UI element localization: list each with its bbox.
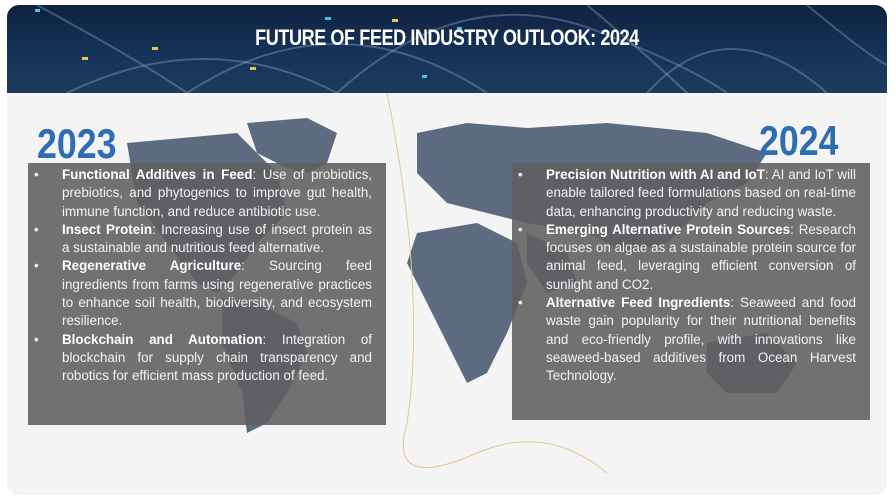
decorative-lines: [35, 5, 887, 93]
year-2023-heading: 2023: [37, 120, 117, 167]
item-term: Insect Protein: [62, 221, 153, 237]
list-item: Blockchain and Automation: Integration o…: [34, 331, 372, 386]
item-text: : Research focuses on algae as a sustain…: [546, 221, 857, 292]
item-term: Blockchain and Automation: [62, 331, 263, 347]
header-banner: FUTURE OF FEED INDUSTRY OUTLOOK: 2024: [7, 5, 887, 93]
list-item: Alternative Feed Ingredients: Seaweed an…: [518, 294, 857, 385]
trends-2023-box: Functional Additives in Feed: Use of pro…: [28, 163, 386, 425]
list-item: Insect Protein: Increasing use of insect…: [34, 221, 372, 258]
item-text: : Increasing use of insect protein as a …: [62, 221, 372, 256]
item-term: Emerging Alternative Protein Sources: [546, 221, 791, 237]
list-item: Functional Additives in Feed: Use of pro…: [34, 166, 372, 221]
year-2024-heading: 2024: [759, 117, 839, 164]
item-text: : AI and IoT will enable tailored feed f…: [546, 167, 857, 219]
list-item: Emerging Alternative Protein Sources: Re…: [518, 221, 857, 294]
infographic-panel: FUTURE OF FEED INDUSTRY OUTLOOK: 2024 20…: [7, 5, 887, 495]
page-title: FUTURE OF FEED INDUSTRY OUTLOOK: 2024: [255, 25, 639, 50]
item-term: Precision Nutrition with AI and IoT: [546, 167, 765, 182]
item-text: : Integration of blockchain for supply c…: [62, 331, 372, 384]
item-term: Alternative Feed Ingredients: [546, 295, 731, 311]
list-item: Regenerative Agriculture: Sourcing feed …: [34, 257, 372, 330]
list-item: Precision Nutrition with AI and IoT: AI …: [518, 166, 857, 221]
item-text: : Seaweed and food waste gain popularity…: [546, 295, 857, 384]
item-term: Functional Additives in Feed: [62, 167, 253, 182]
trends-2024-box: Precision Nutrition with AI and IoT: AI …: [512, 163, 870, 420]
item-text: : Sourcing feed ingredients from farms u…: [62, 258, 372, 329]
item-text: : Use of probiotics, prebiotics, and phy…: [62, 167, 372, 219]
item-term: Regenerative Agriculture: [62, 258, 242, 274]
